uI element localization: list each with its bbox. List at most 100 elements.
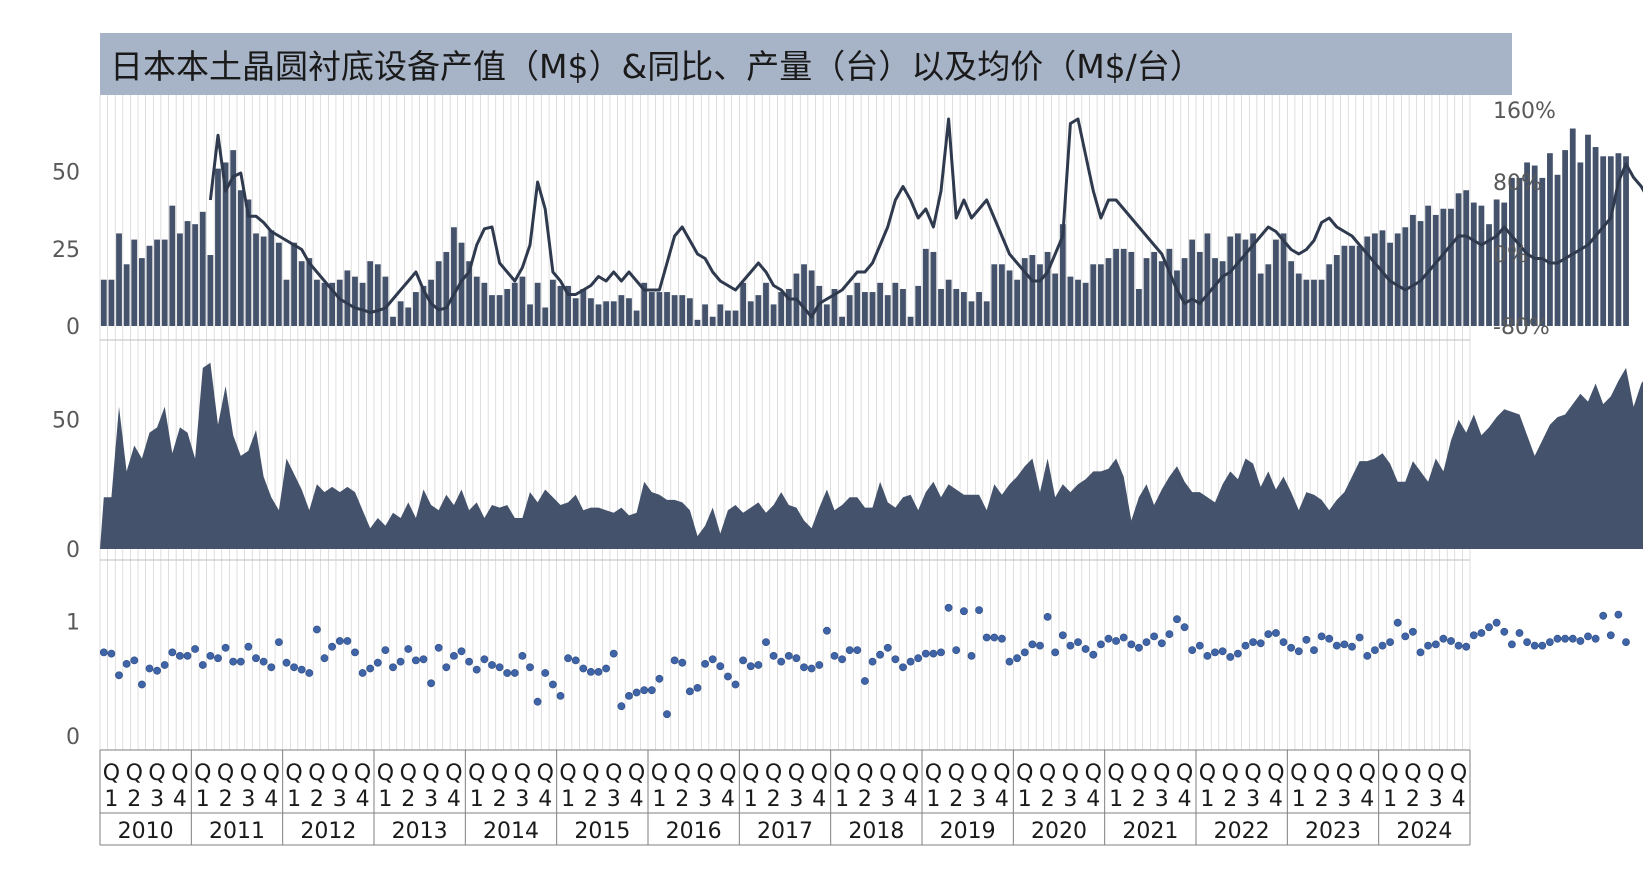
bar	[131, 239, 138, 326]
price-dot	[411, 656, 420, 665]
bar	[1196, 251, 1203, 326]
bar	[1295, 273, 1302, 326]
price-dot	[1553, 634, 1562, 643]
quarter-q-label: Q	[1153, 761, 1170, 786]
quarter-number-label: 3	[1337, 787, 1351, 812]
bar	[610, 301, 617, 326]
price-dot	[1591, 634, 1600, 643]
bar	[770, 304, 777, 326]
price-dot	[1386, 638, 1394, 646]
year-label: 2017	[757, 819, 813, 844]
bar	[1493, 199, 1500, 326]
bar	[1006, 270, 1013, 326]
price-dot	[328, 642, 336, 651]
bar	[1463, 190, 1470, 326]
right-tick-label: -80%	[1493, 315, 1550, 340]
bar	[572, 298, 579, 326]
year-label: 2019	[940, 819, 996, 844]
bar	[747, 301, 754, 326]
bar	[260, 236, 267, 326]
price-dot	[244, 642, 253, 651]
price-dot	[1454, 641, 1463, 650]
quarter-q-label: Q	[970, 761, 987, 786]
price-dot	[762, 638, 770, 646]
bar	[291, 242, 297, 326]
quarter-number-label: 4	[630, 787, 644, 812]
bar	[473, 276, 480, 326]
quarter-q-label: Q	[559, 761, 576, 786]
bar	[907, 316, 914, 326]
price-dot	[175, 652, 184, 660]
bar	[922, 248, 929, 326]
price-dot	[1157, 639, 1166, 648]
left-tick-label: 25	[52, 238, 80, 263]
quarter-q-label: Q	[1450, 761, 1467, 786]
bar	[435, 261, 442, 326]
price-dot	[693, 684, 702, 692]
bar	[511, 282, 518, 326]
bar	[1531, 165, 1538, 326]
price-dot	[518, 652, 527, 660]
price-dot	[1020, 648, 1029, 657]
bar	[1562, 150, 1569, 326]
bar	[451, 227, 457, 326]
bar	[595, 304, 602, 326]
quarter-number-label: 4	[264, 787, 278, 812]
quarter-number-label: 1	[1292, 787, 1306, 812]
price-dot	[1462, 642, 1471, 651]
bar	[991, 264, 998, 326]
price-dot	[183, 652, 192, 660]
year-label: 2022	[1214, 819, 1270, 844]
quarter-q-label: Q	[696, 761, 713, 786]
bar	[1478, 205, 1485, 326]
price-dot	[876, 650, 884, 659]
bar	[344, 270, 351, 326]
year-label: 2012	[300, 819, 356, 844]
bar	[1219, 261, 1226, 326]
bar	[1615, 153, 1622, 326]
quarter-q-label: Q	[194, 761, 211, 786]
bar	[199, 211, 206, 326]
bar	[1371, 233, 1378, 326]
quarter-number-label: 3	[789, 787, 803, 812]
year-label: 2024	[1396, 819, 1452, 844]
price-dot	[1363, 652, 1372, 660]
price-dot	[1310, 646, 1318, 654]
bar	[1318, 279, 1325, 326]
bar	[1569, 128, 1576, 326]
price-dot	[1226, 653, 1235, 661]
bar	[869, 292, 876, 326]
bar	[1280, 233, 1287, 326]
price-dot	[236, 657, 245, 666]
price-dot	[1119, 633, 1128, 642]
quarter-number-label: 1	[1200, 787, 1214, 812]
bar	[1326, 264, 1333, 326]
price-dot	[1195, 641, 1204, 650]
price-dot	[1104, 634, 1113, 643]
quarter-q-label: Q	[1199, 761, 1216, 786]
bar	[656, 292, 663, 326]
quarter-number-label: 1	[1018, 787, 1032, 812]
bar	[405, 307, 412, 326]
left-tick-label: 50	[52, 161, 80, 186]
quarter-number-label: 4	[1452, 787, 1466, 812]
price-dot	[609, 649, 618, 658]
quarter-q-label: Q	[765, 761, 782, 786]
price-dot	[1279, 638, 1288, 646]
price-dot	[1294, 647, 1303, 656]
bar	[778, 292, 785, 326]
quarter-number-label: 1	[104, 787, 118, 812]
bar	[1212, 258, 1218, 326]
price-dot	[1508, 640, 1516, 649]
bar	[831, 288, 838, 326]
bar	[1166, 248, 1173, 326]
quarter-number-label: 4	[1086, 787, 1100, 812]
quarter-q-label: Q	[377, 761, 394, 786]
year-label: 2011	[209, 819, 265, 844]
bar	[1516, 177, 1523, 326]
price-dot	[906, 657, 915, 666]
price-dot	[587, 668, 595, 676]
price-dot	[549, 680, 557, 689]
price-dot	[122, 660, 131, 668]
price-dot	[1142, 638, 1151, 646]
